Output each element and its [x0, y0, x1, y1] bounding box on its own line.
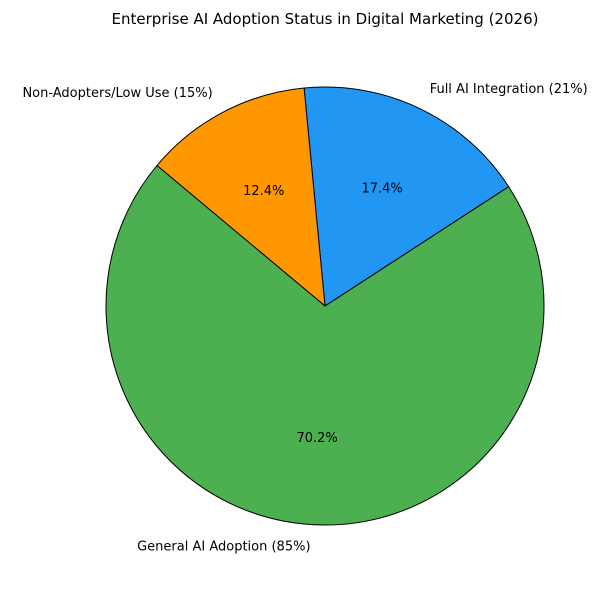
slice-percent-label: 12.4%: [243, 184, 284, 199]
slice-label: General AI Adoption (85%): [137, 539, 310, 554]
pie-slice: [105, 164, 545, 526]
slice-percent-label: 17.4%: [361, 182, 402, 197]
pie-slice: [303, 86, 510, 307]
chart-title: Enterprise AI Adoption Status in Digital…: [112, 10, 539, 28]
slice-label: Non-Adopters/Low Use (15%): [22, 86, 212, 101]
pie-slice: [156, 87, 326, 308]
slice-label: Full AI Integration (21%): [430, 82, 588, 97]
slice-percent-label: 70.2%: [296, 431, 337, 446]
